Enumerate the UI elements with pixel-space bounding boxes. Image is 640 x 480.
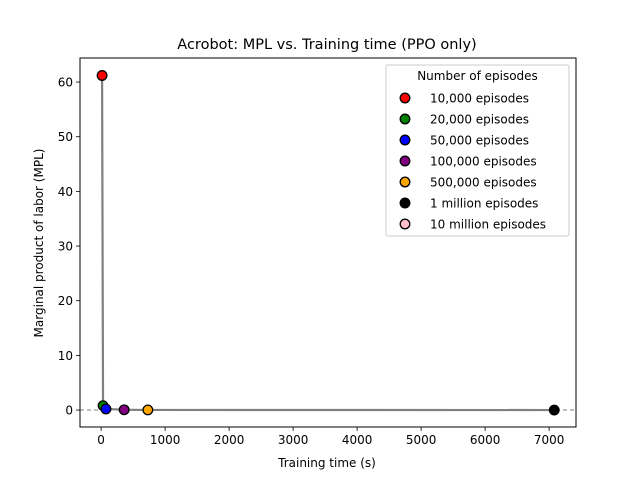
legend-box — [385, 64, 570, 237]
plot-area — [80, 70, 576, 416]
axes: 0 1000 2000 3000 4000 5000 6000 7000 0 10 20 30 40 50… — [58, 57, 577, 447]
y-tick-label: 60 — [58, 76, 73, 90]
y-tick-label: 30 — [58, 240, 73, 254]
legend-label: 100,000 episodes — [430, 155, 537, 169]
x-axis-label: Training time (s) — [277, 456, 376, 470]
legend-title: Number of episodes — [417, 69, 538, 83]
data-point-10-000-episodes — [96, 70, 108, 81]
legend-label: 20,000 episodes — [430, 113, 529, 127]
data-point-50-000-episodes — [100, 403, 112, 415]
legend-marker — [399, 197, 411, 209]
legend-label: 10,000 episodes — [430, 92, 529, 106]
x-tick-label: 7000 — [534, 433, 565, 447]
legend-label: 50,000 episodes — [430, 134, 529, 148]
legend-label: 500,000 episodes — [430, 176, 537, 190]
series-connecting-line — [100, 75, 555, 412]
x-tick-label: 0 — [97, 433, 105, 447]
y-tick-label: 0 — [65, 404, 73, 418]
y-axis-label: Marginal product of labor (MPL) — [32, 149, 46, 338]
x-tick-label: 5000 — [406, 433, 437, 447]
data-point-100-000-episodes — [118, 404, 130, 416]
y-tick-label: 40 — [58, 185, 73, 199]
x-tick-label: 4000 — [342, 433, 373, 447]
legend: Number of episodes 10,000 episodes 20,000 … — [385, 64, 570, 237]
x-tick-label: 3000 — [278, 433, 309, 447]
legend-marker — [399, 134, 411, 146]
legend-marker — [399, 176, 411, 188]
legend-marker — [399, 92, 411, 104]
y-tick-label: 10 — [58, 349, 73, 363]
data-point-500-000-episodes — [142, 404, 154, 416]
x-tick-label: 6000 — [470, 433, 501, 447]
x-tick-label: 2000 — [214, 433, 245, 447]
y-tick-label: 50 — [58, 130, 73, 144]
x-tick-label: 1000 — [150, 433, 181, 447]
legend-label: 1 million episodes — [430, 197, 538, 211]
chart-title: Acrobot: MPL vs. Training time (PPO only… — [177, 37, 476, 53]
plot-frame — [79, 57, 577, 428]
legend-marker — [399, 218, 411, 230]
legend-marker — [399, 113, 411, 125]
y-tick-label: 20 — [58, 294, 73, 308]
legend-label: 10 million episodes — [430, 218, 546, 232]
legend-marker — [399, 155, 411, 167]
data-point-1-million-episodes — [548, 404, 560, 416]
